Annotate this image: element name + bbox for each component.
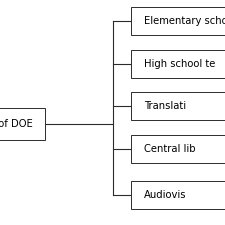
Text: High school te: High school te (144, 58, 215, 69)
Text: Translati: Translati (144, 101, 186, 111)
Text: Audiovis: Audiovis (144, 190, 187, 200)
FancyBboxPatch shape (130, 135, 225, 163)
FancyBboxPatch shape (130, 92, 225, 120)
FancyBboxPatch shape (0, 108, 45, 140)
FancyBboxPatch shape (130, 7, 225, 35)
Text: Elementary schoo: Elementary schoo (144, 16, 225, 26)
Text: Central lib: Central lib (144, 144, 196, 154)
FancyBboxPatch shape (130, 50, 225, 78)
FancyBboxPatch shape (130, 181, 225, 209)
Text: e of DOE: e of DOE (0, 119, 33, 129)
